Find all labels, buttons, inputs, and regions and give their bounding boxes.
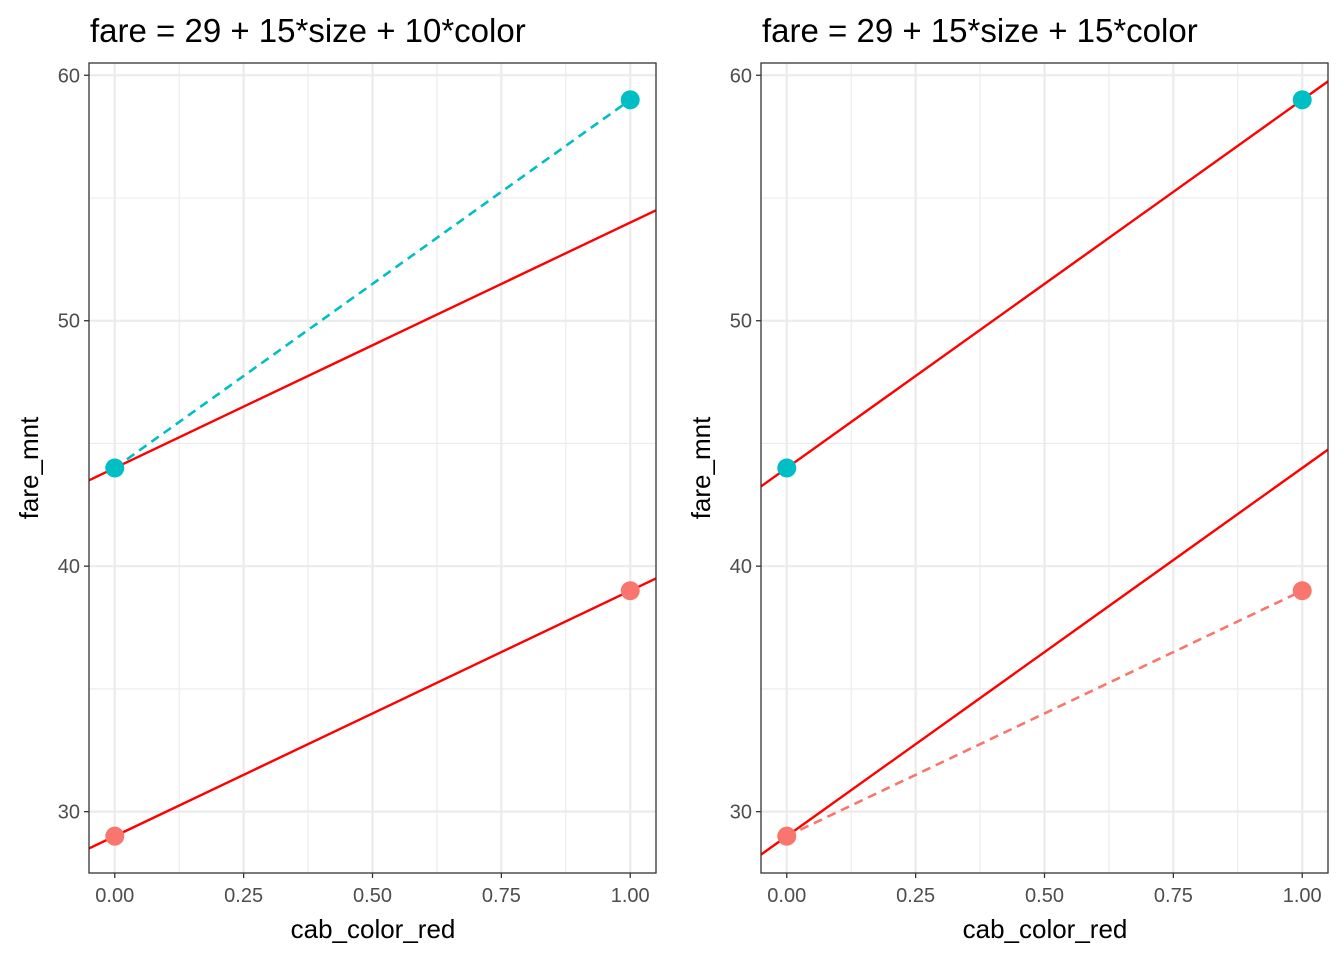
fit-line — [761, 448, 1328, 856]
data-point — [777, 458, 797, 478]
x-axis-title: cab_color_red — [963, 914, 1128, 944]
x-axis-title: cab_color_red — [291, 914, 456, 944]
x-tick-label: 0.25 — [224, 885, 263, 907]
y-tick-label: 60 — [58, 65, 80, 87]
x-tick-label: 0.25 — [896, 885, 935, 907]
dashed-connector-line — [114, 98, 631, 470]
data-point — [105, 458, 125, 478]
panel-left: fare = 29 + 15*size + 10*color 30 40 50 60 0… — [14, 12, 657, 944]
y-tick-label: 30 — [730, 802, 752, 824]
y-tick-label: 50 — [730, 311, 752, 333]
data-point — [620, 581, 640, 601]
panel-contents — [89, 63, 656, 873]
panel-right: fare = 29 + 15*size + 15*color 30 40 50 60 0… — [686, 12, 1329, 944]
y-tick-label: 50 — [58, 311, 80, 333]
data-point — [777, 826, 797, 846]
plot-area: 30 40 50 60 0.00 0.25 0.50 0.75 1.00 — [730, 62, 1329, 907]
fit-line — [89, 577, 656, 850]
plot-area: 30 40 50 60 0.00 0.25 0.50 0.75 1.00 — [58, 62, 657, 907]
panel-contents — [761, 63, 1328, 873]
data-point — [105, 826, 125, 846]
x-tick-label: 0.75 — [482, 885, 521, 907]
x-tick-label: 0.00 — [95, 885, 134, 907]
y-axis-title: fare_mnt — [686, 416, 716, 519]
y-axis-title: fare_mnt — [14, 416, 44, 519]
y-tick-label: 40 — [730, 556, 752, 578]
dashed-connector-line — [786, 589, 1303, 838]
x-tick-label: 0.75 — [1154, 885, 1193, 907]
y-tick-label: 30 — [58, 802, 80, 824]
x-tick-label: 1.00 — [611, 885, 650, 907]
data-point — [1292, 90, 1312, 110]
fit-line — [761, 80, 1328, 488]
x-tick-label: 0.00 — [767, 885, 806, 907]
x-tick-label: 1.00 — [1283, 885, 1322, 907]
x-tick-label: 0.50 — [353, 885, 392, 907]
data-point — [1292, 581, 1312, 601]
panel-title: fare = 29 + 15*size + 10*color — [90, 12, 526, 49]
y-tick-label: 60 — [730, 65, 752, 87]
x-tick-label: 0.50 — [1025, 885, 1064, 907]
data-point — [620, 90, 640, 110]
panel-title: fare = 29 + 15*size + 15*color — [762, 12, 1198, 49]
y-tick-label: 40 — [58, 556, 80, 578]
fit-line — [89, 209, 656, 482]
